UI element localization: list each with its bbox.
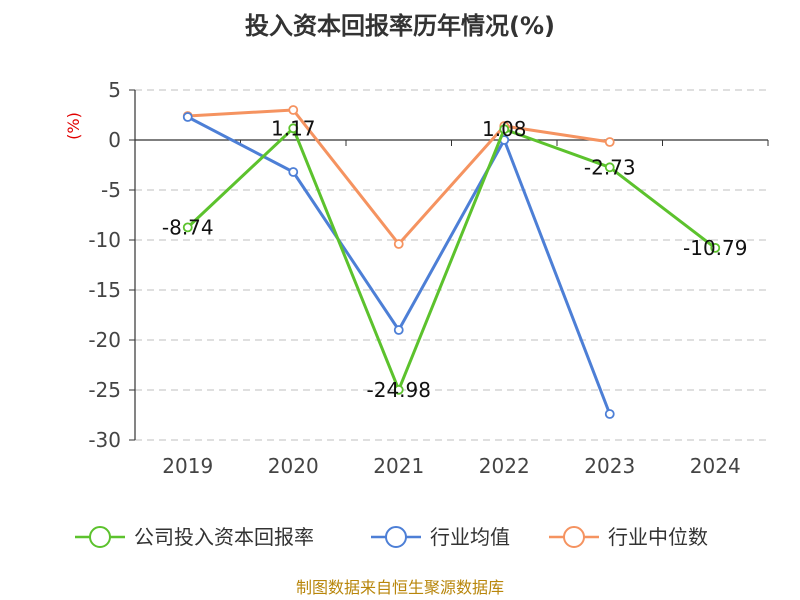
data-point: [393, 239, 404, 249]
data-label: -24.98: [367, 378, 431, 402]
data-point: [182, 112, 193, 122]
legend-marker: [89, 526, 111, 548]
y-tick-label: -30: [88, 428, 121, 452]
data-point: [288, 123, 299, 134]
legend-label: 行业中位数: [608, 525, 708, 549]
x-tick-label: 2020: [268, 454, 319, 478]
source-note: 制图数据来自恒生聚源数据库: [296, 578, 504, 597]
series-line: [187, 115, 612, 415]
data-point: [393, 325, 404, 335]
axes: 5 0 -5 -10 -15 -20 -25 -30 2019 2020 2021 2022 2023 2…: [88, 78, 769, 478]
legend-label: 公司投入资本回报率: [134, 525, 314, 549]
series-line: [186, 126, 717, 392]
data-point: [710, 242, 721, 253]
y-tick-label: 0: [108, 128, 121, 152]
x-tick-label: 2019: [162, 454, 213, 478]
data-point: [604, 162, 615, 173]
data-label: 1.08: [482, 117, 527, 141]
x-tick-label: 2023: [584, 454, 635, 478]
data-point: [499, 124, 510, 135]
legend: 公司投入资本回报率 行业均值 行业中位数: [75, 525, 708, 549]
data-label: -10.79: [683, 236, 747, 260]
data-point: [182, 222, 193, 233]
data-label: 1.17: [271, 116, 316, 140]
series-line: [187, 108, 610, 246]
y-tick-label: -5: [101, 178, 121, 202]
data-label: -8.74: [162, 215, 214, 239]
y-tick-label: -25: [88, 378, 121, 402]
y-tick-label: -15: [88, 278, 121, 302]
y-tick-label: 5: [108, 78, 121, 102]
data-label: -2.73: [584, 155, 636, 179]
x-tick-label: 2024: [690, 454, 741, 478]
legend-marker: [385, 526, 407, 548]
x-tick-label: 2022: [479, 454, 530, 478]
y-axis-label: (%): [64, 112, 83, 140]
x-tick-label: 2021: [373, 454, 424, 478]
data-point: [393, 384, 404, 395]
data-point: [604, 409, 615, 419]
data-point: [288, 167, 299, 177]
chart-title: 投入资本回报率历年情况(%): [245, 12, 555, 40]
y-tick-label: -10: [88, 228, 121, 252]
data-point: [604, 137, 615, 147]
y-tick-label: -20: [88, 328, 121, 352]
data-labels: -8.74 1.17 -24.98 1.08 -2.73 -10.79: [162, 116, 748, 402]
legend-marker: [563, 526, 585, 548]
data-point: [288, 105, 299, 115]
series-layer: [182, 105, 721, 419]
grid: [135, 89, 768, 441]
legend-label: 行业均值: [430, 525, 510, 549]
